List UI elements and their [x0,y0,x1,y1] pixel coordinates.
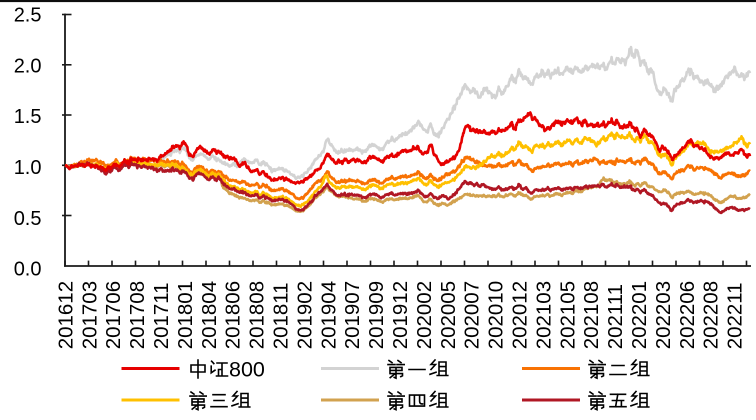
svg-text:800: 800 [229,358,265,382]
svg-text:201612: 201612 [54,281,77,349]
svg-text:1.5: 1.5 [14,106,42,128]
svg-text:202007: 202007 [461,281,484,349]
svg-text:201706: 201706 [102,281,125,349]
svg-text:202203: 202203 [652,281,675,349]
svg-text:202105: 202105 [556,281,579,349]
svg-text:2.5: 2.5 [14,5,42,27]
svg-text:201811: 201811 [270,282,293,349]
svg-text:202005: 202005 [437,281,460,349]
svg-text:202108: 202108 [580,281,603,349]
svg-text:201904: 201904 [317,281,340,349]
svg-text:202103: 202103 [532,281,555,349]
svg-text:202206: 202206 [676,281,699,349]
svg-text:201912: 201912 [389,281,412,349]
svg-text:201711: 201711 [150,282,173,349]
svg-text:0.5: 0.5 [14,208,42,230]
svg-text:201804: 201804 [198,281,221,349]
svg-text:201907: 201907 [341,281,364,349]
svg-text:202211: 202211 [724,282,747,349]
svg-text:202201: 202201 [628,281,651,349]
svg-text:201801: 201801 [174,281,197,349]
svg-text:0.0: 0.0 [14,259,42,281]
svg-text:201902: 201902 [293,281,316,349]
svg-text:202010: 202010 [485,281,508,349]
svg-text:201708: 201708 [126,281,149,349]
svg-text:201909: 201909 [365,281,388,349]
svg-text:202012: 202012 [509,281,532,349]
svg-text:1.0: 1.0 [14,157,42,179]
svg-text:202002: 202002 [413,281,436,349]
svg-text:2.0: 2.0 [14,55,42,77]
svg-text:202111: 202111 [604,284,627,349]
svg-text:201806: 201806 [222,281,245,349]
svg-text:201808: 201808 [246,281,269,349]
svg-text:201703: 201703 [78,281,101,349]
svg-text:202208: 202208 [700,281,723,349]
